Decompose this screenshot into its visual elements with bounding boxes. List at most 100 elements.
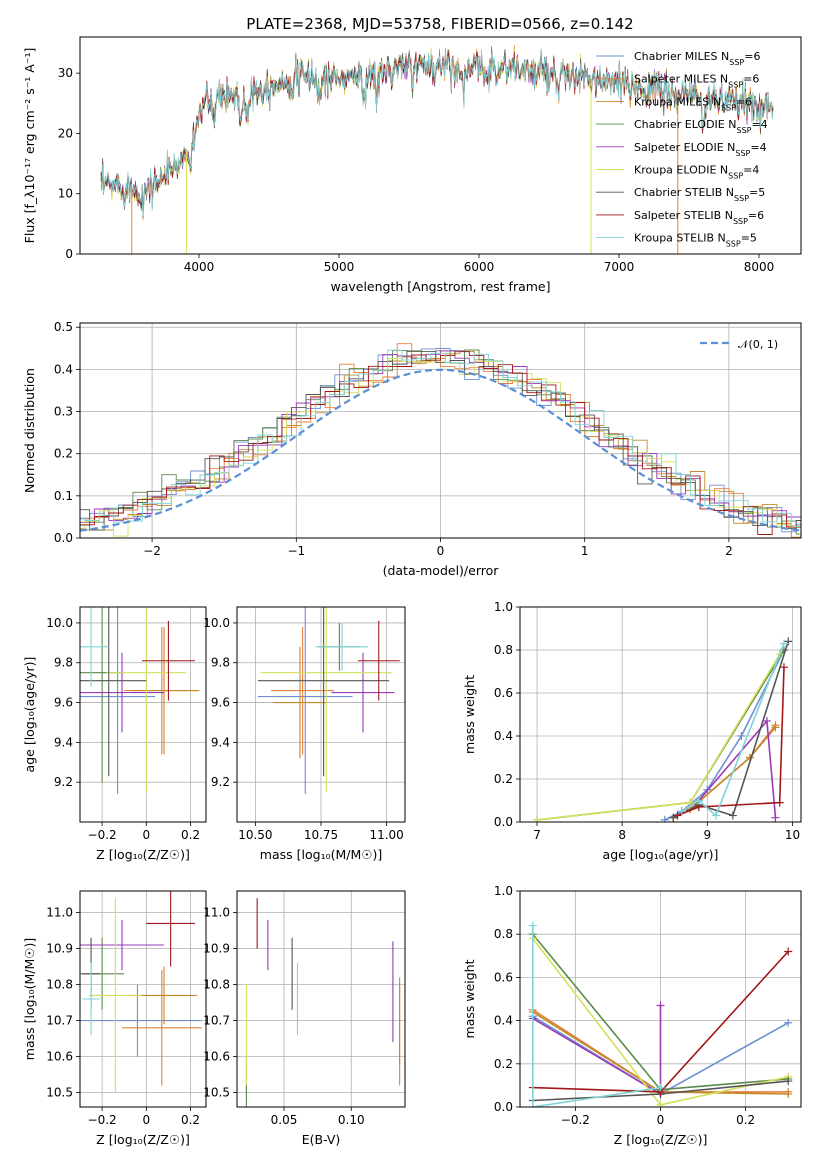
legend-nssp: =6	[748, 209, 764, 222]
ageM-axes: 10.50 10.75 11.00 9.2 9.4 9.6 9.8 10.0 mass [log…	[203, 606, 406, 862]
hist-step-chabrier-elodie	[80, 349, 801, 535]
mass-weight-marker	[656, 1083, 665, 1092]
mass-weight-lines	[528, 921, 793, 1107]
mass-weight-marker	[669, 813, 678, 822]
tick-label-x: 0	[142, 828, 150, 842]
axes-frame	[236, 606, 406, 823]
tick-label-y: 0.0	[54, 531, 73, 545]
x-axis-label: E(B-V)	[302, 1132, 341, 1147]
legend-nssp: =6	[744, 50, 760, 63]
tick-label-x: −0.2	[88, 828, 117, 842]
tick-label-y: 10.7	[203, 1014, 230, 1028]
tick-label-y: 30	[58, 66, 73, 80]
errorbars	[245, 898, 401, 1107]
tick-label-x: 0	[437, 544, 445, 558]
legend-label: Salpeter MILES NSSP=6	[634, 73, 759, 90]
x-axis-label: Z [log₁₀(Z/Z☉)]	[96, 847, 190, 862]
tick-label-y: 1.0	[494, 600, 513, 614]
mass-weight-marker	[779, 639, 788, 648]
tick-label-y: 11.0	[203, 906, 230, 920]
mass-weight-line	[536, 653, 781, 821]
mass-weight-marker	[711, 811, 720, 820]
legend-label: Kroupa ELODIE NSSP=4	[634, 164, 759, 181]
tick-label-x: 10	[785, 828, 800, 842]
mwAge-axes: 7 8 9 10 0.0 0.2 0.4 0.6 0.8 1.0 age [log₁₀(age/yr…	[462, 600, 802, 862]
axes-frame	[79, 890, 207, 1108]
legend-sub: SSP	[734, 194, 749, 203]
mass-weight-marker	[775, 798, 784, 807]
tick-label-y: 9.6	[54, 696, 73, 710]
tick-label-y: 10.7	[46, 1014, 73, 1028]
tick-label-y: 0.8	[494, 643, 513, 657]
tick-label-y: 9.4	[211, 735, 230, 749]
legend-nssp: =5	[749, 186, 765, 199]
x-axis-label: wavelength [Angstrom, rest frame]	[330, 279, 550, 294]
tick-label-y: 0	[65, 247, 73, 261]
hist-step-kroupa-elodie	[80, 358, 801, 537]
tick-label-x: 5000	[324, 260, 355, 274]
tick-label-y: 10.9	[203, 942, 230, 956]
spectrum-line-kroupa-stelib	[100, 49, 774, 217]
mass-weight-marker	[784, 637, 793, 646]
tick-label-y: 0.4	[54, 362, 73, 376]
legend-name: Chabrier ELODIE N	[634, 118, 736, 131]
mass-weight-marker	[728, 811, 737, 820]
tick-label-y: 9.2	[54, 775, 73, 789]
tick-label-x: 9	[704, 828, 712, 842]
mass-weight-marker	[784, 1090, 793, 1099]
legend-name: Salpeter STELIB N	[634, 209, 733, 222]
legend-sub: SSP	[729, 58, 744, 67]
tick-label-y: 0.4	[494, 729, 513, 743]
tick-label-x: 0.2	[181, 828, 200, 842]
tick-label-x: 2	[725, 544, 733, 558]
tick-label-x: 7	[533, 828, 541, 842]
tick-label-x: 11.00	[369, 828, 403, 842]
tick-label-y: 10.6	[46, 1050, 73, 1064]
mass-weight-marker	[762, 716, 771, 725]
tick-label-y: 10.8	[203, 978, 230, 992]
mass-weight-line	[677, 667, 785, 817]
tick-label-y: 0.6	[494, 686, 513, 700]
mass-weight-marker	[673, 811, 682, 820]
y-axis-label: Normed distribution	[22, 368, 37, 493]
massE-axes: 0.05 0.10 10.5 10.6 10.7 10.8 10.9 11.0 E(B-V)	[203, 890, 406, 1147]
mass-weight-line	[681, 643, 785, 817]
legend-name: Salpeter ELODIE N	[634, 141, 735, 154]
ageZ-axes: −0.2 0 0.2 9.2 9.4 9.6 9.8 10.0 Z [log₁₀(Z/Z☉)] a…	[22, 606, 207, 862]
tick-label-y: 0.3	[54, 405, 73, 419]
mass-weight-marker	[677, 807, 686, 816]
axes-frame	[79, 36, 802, 255]
tick-label-y: 0.0	[494, 815, 513, 829]
tick-label-y: 0.5	[54, 320, 73, 334]
tick-label-x: 0.05	[271, 1113, 298, 1127]
figure-title: PLATE=2368, MJD=53758, FIBERID=0566, z=0…	[246, 15, 633, 33]
tick-label-y: 20	[58, 126, 73, 140]
tick-label-x: 10.50	[238, 828, 272, 842]
histogram-steps	[80, 343, 801, 538]
tick-label-x: −0.2	[561, 1113, 590, 1127]
mass-weight-marker	[779, 663, 788, 672]
tick-label-y: 10.9	[46, 942, 73, 956]
legend-sub: SSP	[728, 80, 743, 89]
tick-label-x: 7000	[604, 260, 635, 274]
mass-weight-marker	[528, 921, 537, 930]
tick-label-y: 10.0	[46, 616, 73, 630]
legend-nssp: =6	[736, 95, 752, 108]
mass-weight-marker	[784, 1018, 793, 1027]
axes-frame	[519, 890, 802, 1108]
tick-label-y: 0.1	[54, 489, 73, 503]
tick-label-y: 10	[58, 187, 73, 201]
y-axis-label: mass [log₁₀(M/M☉)]	[22, 938, 37, 1060]
mass-weight-marker	[656, 1100, 665, 1107]
legend-label: Salpeter ELODIE NSSP=4	[634, 141, 767, 158]
massZ-axes: −0.2 0 0.2 10.5 10.6 10.7 10.8 10.9 11.0 Z [log₁₀…	[22, 890, 207, 1147]
hist-axes: −2 −1 0 1 2 0.0 0.1 0.2 0.3 0.4 0.5 (data-model)/er…	[22, 320, 802, 578]
legend-name: Kroupa STELIB N	[634, 232, 726, 245]
tick-label-y: 10.8	[46, 978, 73, 992]
legend-nssp: =6	[743, 73, 759, 86]
spectrum-axes: 4000 5000 6000 7000 8000 0 10 20 30 wavelength [A…	[22, 36, 802, 294]
mass-weight-marker	[660, 815, 669, 822]
legend-nssp: =4	[751, 118, 767, 131]
mass-weight-marker	[784, 947, 793, 956]
